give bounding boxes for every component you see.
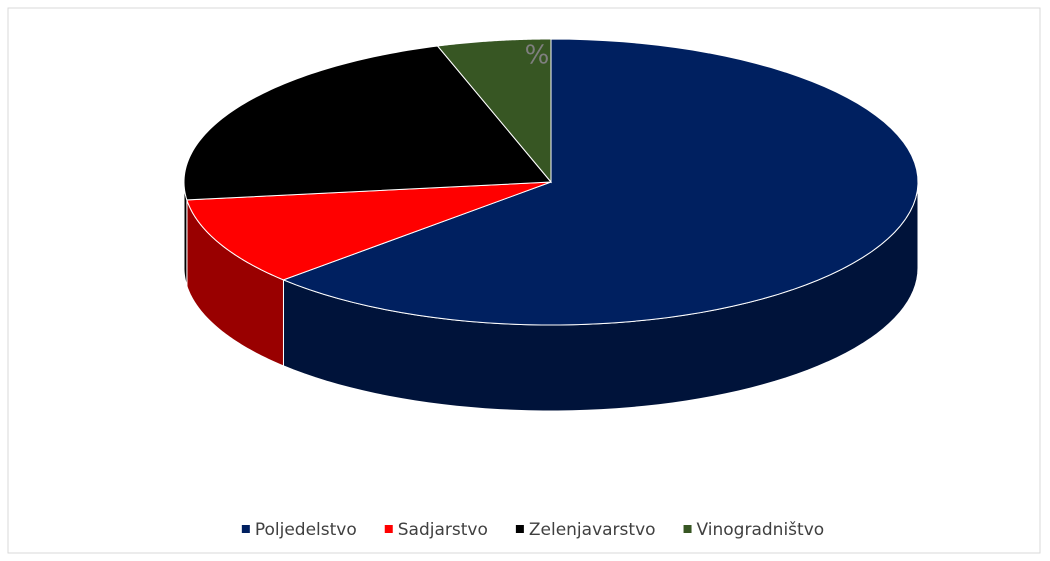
legend: Poljedelstvo Sadjarstvo Zelenjavarstvo Vino… [241, 520, 825, 540]
legend-swatch [683, 525, 692, 533]
pie-slice [282, 38, 919, 326]
legend-swatch [515, 525, 524, 533]
annotation: % [525, 41, 550, 71]
legend-swatch [384, 525, 393, 533]
legend-label: Sadjarstvo [398, 520, 488, 540]
pie [183, 38, 919, 412]
pie-slice [183, 45, 553, 201]
legend-label: Poljedelstvo [255, 520, 357, 540]
legend-label: Vinogradništvo [697, 520, 825, 540]
legend-swatch [241, 525, 250, 533]
legend-label: Zelenjavarstvo [529, 520, 656, 540]
pie-slice [436, 38, 552, 184]
pie-slice [186, 181, 552, 281]
